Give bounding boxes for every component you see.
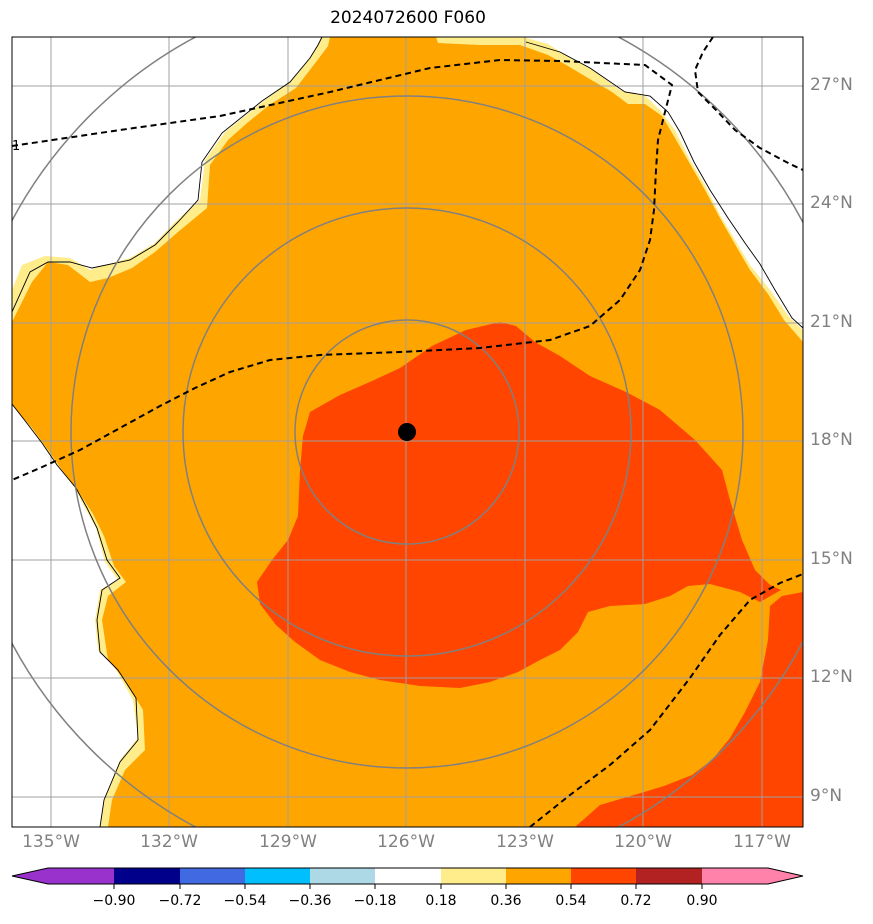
colorbar-bin <box>245 868 310 884</box>
chart-title: 2024072600 F060 <box>330 8 486 28</box>
colorbar-bin <box>180 868 245 884</box>
colorbar-tick-label: −0.18 <box>353 893 397 909</box>
colorbar-outline <box>11 867 804 885</box>
range-rings <box>12 37 803 827</box>
colorbar-bin <box>441 868 506 884</box>
colorbar-extend-low <box>12 868 114 884</box>
colorbar-tick-label: 0.90 <box>686 893 718 909</box>
lat-tick-label: 24°N <box>810 193 853 213</box>
map-frame <box>11 36 804 828</box>
grid-lines <box>12 37 803 827</box>
colorbar-bin <box>114 868 180 884</box>
colorbar-tick-label: 0.54 <box>555 893 587 909</box>
dashed-contour-label: 1 <box>12 139 20 154</box>
colorbar-tick-label: −0.90 <box>92 893 136 909</box>
dashed-contours <box>12 37 803 827</box>
colorbar-bin <box>506 868 571 884</box>
colorbar-tick-label: −0.72 <box>158 893 202 909</box>
dashed-contour-northeast <box>693 37 803 171</box>
lon-tick-label: 117°W <box>733 832 791 852</box>
dashed-contour-southeast <box>529 573 803 827</box>
lon-tick-label: 129°W <box>259 832 317 852</box>
dashed-contour-north <box>12 58 674 481</box>
colorbar-bin <box>375 868 441 884</box>
lon-tick-label: 126°W <box>377 832 435 852</box>
colorbar-tick-label: 0.18 <box>425 893 457 909</box>
lon-tick-label: 123°W <box>496 832 554 852</box>
colorbar-bin <box>571 868 636 884</box>
colorbar-tick-label: 0.72 <box>620 893 652 909</box>
storm-center-marker <box>398 423 416 441</box>
fill-level-0.54-southeast <box>575 592 803 827</box>
lat-tick-label: 18°N <box>810 430 853 450</box>
colorbar-bin <box>310 868 375 884</box>
colorbar <box>11 867 804 889</box>
colorbar-tick-label: −0.36 <box>288 893 332 909</box>
colorbar-extend-high <box>702 868 803 884</box>
lat-tick-label: 15°N <box>810 549 853 569</box>
lat-tick-label: 9°N <box>810 786 843 806</box>
fill-level-0.54-core <box>257 322 781 688</box>
colorbar-bin <box>636 868 702 884</box>
lat-tick-label: 21°N <box>810 312 853 332</box>
lon-tick-label: 135°W <box>22 832 80 852</box>
lat-tick-label: 12°N <box>810 667 853 687</box>
colorbar-tick-label: −0.54 <box>223 893 267 909</box>
lon-tick-label: 120°W <box>614 832 672 852</box>
lat-tick-label: 27°N <box>810 75 853 95</box>
lon-tick-label: 132°W <box>140 832 198 852</box>
colorbar-tick-label: 0.36 <box>490 893 522 909</box>
